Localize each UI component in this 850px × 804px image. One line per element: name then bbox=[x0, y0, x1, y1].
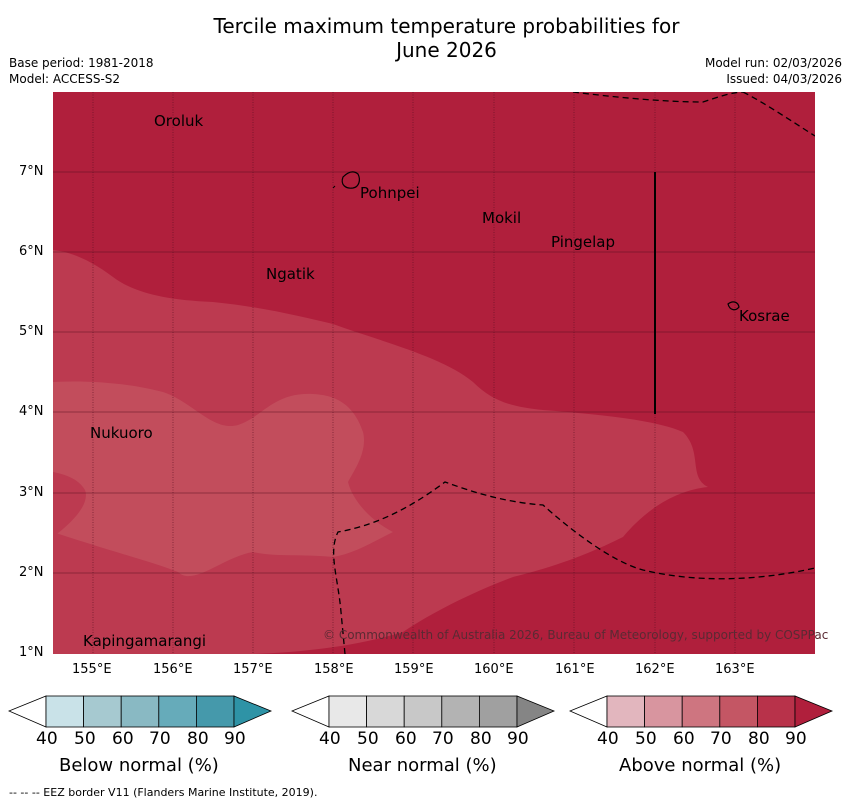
place-label-kosrae: Kosrae bbox=[739, 307, 790, 325]
place-label-pingelap: Pingelap bbox=[551, 233, 616, 251]
colorbar-tick: 70 bbox=[432, 729, 454, 749]
colorbar-tick: 90 bbox=[785, 729, 807, 749]
colorbar-cell bbox=[158, 695, 197, 728]
colorbar-cell bbox=[45, 695, 84, 728]
lon-tick: 158°E bbox=[314, 662, 354, 677]
colorbar-tick: 80 bbox=[187, 729, 209, 749]
place-label-nukuoro: Nukuoro bbox=[90, 424, 153, 442]
lat-tick: 5°N bbox=[19, 324, 44, 339]
colorbar-min-extend bbox=[569, 695, 608, 728]
eez-border-south bbox=[333, 481, 815, 654]
lon-tick: 161°E bbox=[555, 662, 595, 677]
colorbar-cell bbox=[328, 695, 367, 728]
colorbar-max-extend bbox=[794, 695, 834, 728]
colorbar-tick: 50 bbox=[635, 729, 657, 749]
colorbar-cell bbox=[195, 695, 235, 728]
lat-tick: 1°N bbox=[19, 645, 44, 660]
colorbar-near-normal bbox=[291, 695, 556, 728]
colorbar-tick: 80 bbox=[470, 729, 492, 749]
model-name: Model: ACCESS-S2 bbox=[9, 72, 121, 86]
above-normal-70-80-pocket bbox=[53, 472, 86, 537]
lon-tick: 160°E bbox=[474, 662, 514, 677]
lat-tick: 4°N bbox=[19, 404, 44, 419]
graticule bbox=[53, 92, 815, 654]
kosrae-island bbox=[727, 301, 740, 311]
colorbar-below-normal bbox=[8, 695, 273, 728]
lon-tick: 157°E bbox=[233, 662, 273, 677]
colorbar-min-extend bbox=[8, 695, 47, 728]
title-line-1: Tercile maximum temperature probabilitie… bbox=[213, 14, 680, 38]
colorbar-tick: 60 bbox=[395, 729, 417, 749]
lat-tick: 7°N bbox=[19, 164, 44, 179]
lon-tick: 159°E bbox=[394, 662, 434, 677]
colorbar-min-extend bbox=[291, 695, 330, 728]
colorbar-cell bbox=[644, 695, 683, 728]
island-mark bbox=[332, 185, 336, 189]
colorbar-tick: 90 bbox=[507, 729, 529, 749]
colorbar-tick: 40 bbox=[597, 729, 619, 749]
place-label-ngatik: Ngatik bbox=[266, 265, 315, 283]
lat-tick: 2°N bbox=[19, 565, 44, 580]
colorbar-cell bbox=[478, 695, 518, 728]
colorbar-cell bbox=[441, 695, 480, 728]
colorbar-max-extend bbox=[516, 695, 556, 728]
colorbar-title-below: Below normal (%) bbox=[59, 755, 219, 776]
colorbar-cell bbox=[719, 695, 758, 728]
copyright-notice: © Commonwealth of Australia 2026, Bureau… bbox=[323, 628, 829, 642]
pohnpei-island bbox=[341, 171, 360, 189]
colorbar-cell bbox=[606, 695, 645, 728]
eez-border-north bbox=[572, 92, 815, 137]
colorbar-tick: 60 bbox=[112, 729, 134, 749]
lon-tick: 162°E bbox=[635, 662, 675, 677]
lat-tick: 6°N bbox=[19, 244, 44, 259]
colorbar-title-above: Above normal (%) bbox=[619, 755, 782, 776]
colorbar-max-extend bbox=[233, 695, 273, 728]
colorbar-tick: 50 bbox=[74, 729, 96, 749]
issued-date: Issued: 04/03/2026 bbox=[726, 72, 842, 86]
colorbar-above-normal bbox=[569, 695, 834, 728]
base-period: Base period: 1981-2018 bbox=[9, 56, 154, 70]
colorbar-cell bbox=[366, 695, 405, 728]
above-normal-60-70-area bbox=[53, 381, 393, 577]
colorbar-tick: 70 bbox=[710, 729, 732, 749]
place-label-oroluk: Oroluk bbox=[154, 112, 204, 130]
lat-tick: 3°N bbox=[19, 485, 44, 500]
colorbar-cell bbox=[681, 695, 721, 728]
colorbar-tick: 40 bbox=[319, 729, 341, 749]
colorbar-tick: 70 bbox=[149, 729, 171, 749]
colorbar-tick: 50 bbox=[357, 729, 379, 749]
colorbar-cell bbox=[83, 695, 122, 728]
colorbar-tick: 60 bbox=[673, 729, 695, 749]
colorbar-tick: 90 bbox=[224, 729, 246, 749]
place-label-mokil: Mokil bbox=[482, 209, 522, 227]
colorbar-title-near: Near normal (%) bbox=[348, 755, 497, 776]
place-label-pohnpei: Pohnpei bbox=[360, 184, 420, 202]
colorbar-tick: 80 bbox=[748, 729, 770, 749]
lon-tick: 163°E bbox=[715, 662, 755, 677]
probability-map bbox=[53, 92, 815, 654]
colorbar-tick: 40 bbox=[36, 729, 58, 749]
colorbar-cell bbox=[756, 695, 796, 728]
model-run: Model run: 02/03/2026 bbox=[704, 56, 842, 70]
eez-footnote: -- -- -- EEZ border V11 (Flanders Marine… bbox=[9, 786, 318, 799]
lon-tick: 155°E bbox=[72, 662, 112, 677]
lon-tick: 156°E bbox=[153, 662, 193, 677]
place-label-kapingamarangi: Kapingamarangi bbox=[83, 632, 207, 650]
title-line-2: June 2026 bbox=[396, 38, 497, 62]
colorbar-cell bbox=[403, 695, 443, 728]
colorbar-cell bbox=[120, 695, 160, 728]
